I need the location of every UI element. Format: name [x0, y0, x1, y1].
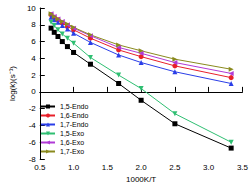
- svg-text:-2: -2: [29, 104, 37, 113]
- svg-text:0: 0: [31, 87, 36, 96]
- svg-text:1,7-Endo: 1,7-Endo: [60, 121, 89, 128]
- svg-text:2.0: 2.0: [136, 163, 148, 172]
- svg-text:3.0: 3.0: [203, 163, 215, 172]
- svg-text:-4: -4: [29, 121, 37, 130]
- svg-text:8: 8: [31, 20, 36, 29]
- svg-text:1,5-Exo: 1,5-Exo: [60, 130, 84, 137]
- svg-text:2: 2: [31, 71, 36, 80]
- svg-text:10: 10: [27, 4, 36, 13]
- svg-text:log(k)(s⁻¹): log(k)(s⁻¹): [8, 66, 17, 101]
- svg-text:1.0: 1.0: [68, 163, 80, 172]
- svg-text:1000K/T: 1000K/T: [126, 175, 156, 184]
- svg-text:1,5-Endo: 1,5-Endo: [60, 103, 89, 110]
- svg-text:1,6-Exo: 1,6-Exo: [60, 139, 84, 146]
- svg-text:6: 6: [31, 37, 36, 46]
- svg-text:1,7-Exo: 1,7-Exo: [60, 148, 84, 155]
- svg-text:2.5: 2.5: [169, 163, 181, 172]
- svg-text:1.5: 1.5: [102, 163, 114, 172]
- svg-text:-8: -8: [28, 154, 36, 164]
- svg-text:0.5: 0.5: [34, 163, 46, 172]
- svg-text:3.5: 3.5: [237, 163, 249, 172]
- svg-text:-6: -6: [29, 138, 37, 147]
- svg-text:4: 4: [31, 54, 36, 63]
- svg-text:1,6-Endo: 1,6-Endo: [60, 112, 89, 119]
